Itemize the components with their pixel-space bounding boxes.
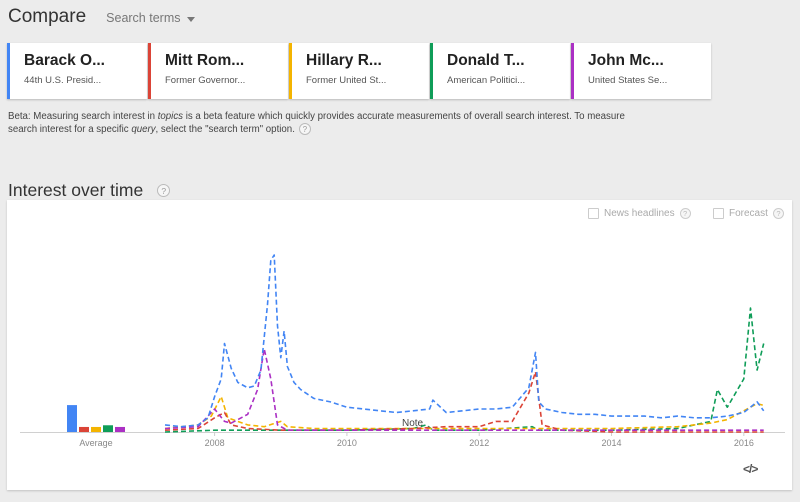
help-icon[interactable]: ?: [298, 123, 311, 136]
topic-card[interactable]: Mitt Rom... Former Governor...: [148, 43, 288, 99]
beta-topics-word: topics: [157, 111, 184, 122]
topic-color-stripe: [289, 43, 292, 99]
topic-description: 44th U.S. Presid...: [24, 75, 102, 86]
beta-text-2: is a beta feature which quickly provides…: [8, 111, 625, 135]
chart-panel: [7, 200, 792, 490]
topic-color-stripe: [430, 43, 433, 99]
topic-description: Former Governor...: [165, 75, 246, 86]
topic-description: United States Se...: [588, 75, 668, 86]
chevron-down-icon: [186, 16, 195, 22]
topic-card[interactable]: Barack O... 44th U.S. Presid...: [7, 43, 147, 99]
topic-name: John Mc...: [588, 52, 664, 69]
search-terms-dropdown[interactable]: Search terms: [106, 11, 195, 25]
topic-color-stripe: [148, 43, 151, 99]
news-headlines-label: News headlines: [604, 208, 675, 219]
search-terms-label: Search terms: [106, 11, 181, 25]
section-title: Interest over time: [8, 180, 144, 200]
topic-card[interactable]: John Mc... United States Se...: [571, 43, 711, 99]
help-icon[interactable]: ?: [679, 208, 691, 219]
topic-name: Donald T...: [447, 52, 525, 69]
top-bar: Compare Search terms: [8, 6, 195, 32]
beta-query-word: query: [131, 124, 156, 135]
section-header: Interest over time ?: [8, 180, 171, 201]
compare-title: Compare: [8, 6, 87, 27]
topic-name: Barack O...: [24, 52, 105, 69]
embed-code-icon[interactable]: </>: [743, 462, 758, 476]
topic-card[interactable]: Hillary R... Former United St...: [289, 43, 429, 99]
news-headlines-option[interactable]: News headlines ?: [588, 208, 691, 219]
beta-text-3: , select the "search term" option.: [155, 124, 295, 135]
topic-color-stripe: [571, 43, 574, 99]
forecast-label: Forecast: [729, 208, 768, 219]
topic-description: Former United St...: [306, 75, 387, 86]
beta-note: Beta: Measuring search interest in topic…: [8, 110, 648, 136]
help-icon[interactable]: ?: [772, 208, 784, 219]
news-headlines-checkbox[interactable]: [588, 208, 599, 219]
beta-text-1: Beta: Measuring search interest in: [8, 111, 158, 122]
topic-name: Hillary R...: [306, 52, 382, 69]
topic-cards: Barack O... 44th U.S. Presid... Mitt Rom…: [7, 43, 711, 99]
topic-card[interactable]: Donald T... American Politici...: [430, 43, 570, 99]
topic-name: Mitt Rom...: [165, 52, 245, 69]
topic-description: American Politici...: [447, 75, 526, 86]
help-icon[interactable]: ?: [157, 184, 171, 197]
forecast-option[interactable]: Forecast ?: [713, 208, 784, 219]
forecast-checkbox[interactable]: [713, 208, 724, 219]
topic-color-stripe: [7, 43, 10, 99]
